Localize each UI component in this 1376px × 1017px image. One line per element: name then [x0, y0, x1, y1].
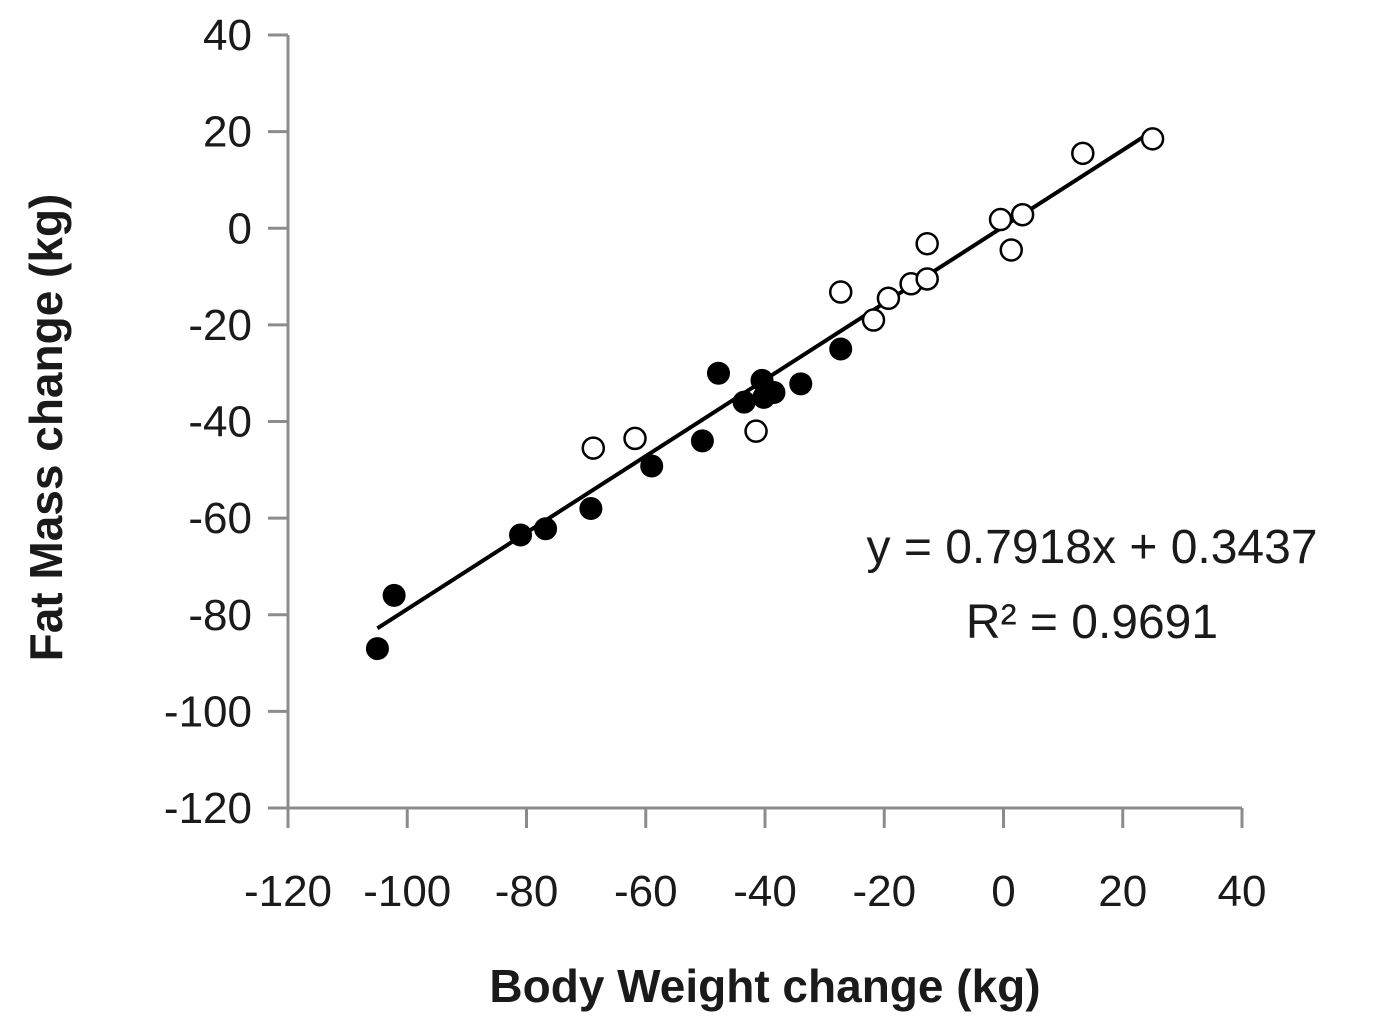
r-squared-label: R² = 0.9691 [966, 596, 1218, 649]
filled-data-point [789, 372, 813, 396]
x-tick-label: -40 [733, 867, 797, 916]
axes [286, 35, 1242, 810]
y-tick-label: 20 [203, 108, 252, 157]
open-data-point [828, 280, 853, 304]
filled-data-point [706, 361, 730, 385]
filled-data-point [640, 454, 664, 478]
y-tick-label: -80 [188, 591, 252, 640]
y-axis-ticks: -120 -100 -80 -60 -40 -20 0 20 40 [164, 11, 288, 833]
filled-data-point [509, 523, 533, 547]
open-data-point [1010, 202, 1035, 227]
filled-data-point [762, 381, 786, 405]
x-axis-ticks: -120 -100 -80 -60 -40 -20 0 20 40 [244, 808, 1267, 916]
open-data-point [915, 267, 939, 291]
open-data-point [623, 426, 647, 451]
y-tick-label: 40 [203, 11, 252, 60]
open-data-point [988, 207, 1013, 232]
y-tick-label: -40 [188, 398, 252, 447]
x-tick-label: 20 [1098, 867, 1147, 916]
trendline-equation: y = 0.7918x + 0.3437 [866, 521, 1317, 574]
filled-data-point [579, 496, 603, 520]
filled-data-point [534, 517, 558, 541]
y-tick-label: -100 [164, 687, 252, 736]
filled-data-point [829, 337, 853, 361]
x-tick-label: -60 [614, 867, 678, 916]
x-tick-label: -20 [852, 867, 916, 916]
y-axis-title: Fat Mass change (kg) [20, 194, 72, 662]
open-data-point [876, 286, 901, 311]
y-tick-label: 0 [228, 204, 252, 253]
x-tick-label: -100 [363, 867, 451, 916]
open-data-point [915, 231, 939, 256]
y-tick-label: -60 [188, 494, 252, 543]
open-data-point [744, 419, 768, 443]
open-data-point [861, 308, 886, 332]
filled-data-point [732, 390, 756, 414]
y-tick-label: -20 [188, 301, 252, 350]
x-tick-label: -120 [244, 867, 332, 916]
open-data-point [581, 436, 606, 460]
x-axis-title: Body Weight change (kg) [489, 960, 1040, 1012]
open-data-point [1071, 141, 1095, 166]
filled-data-point [690, 429, 714, 453]
filled-data-point [365, 637, 389, 661]
x-tick-label: 40 [1218, 867, 1267, 916]
x-tick-label: -80 [495, 867, 559, 916]
filled-data-point [382, 583, 406, 607]
x-tick-label: 0 [991, 867, 1015, 916]
y-tick-label: -120 [164, 784, 252, 833]
open-data-point [1140, 127, 1165, 151]
data-points [365, 127, 1165, 661]
open-data-point [999, 238, 1024, 262]
